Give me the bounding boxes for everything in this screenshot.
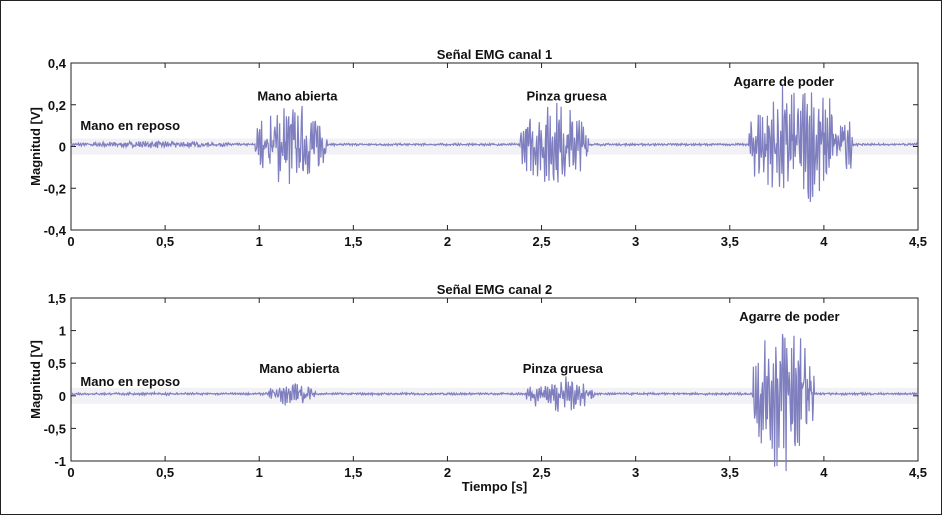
chart-1: 0 0,5 1 1,5 2 2,5 3 3,5 4 4,5 -0,4 -0,2 0 0,2 0,4 Señal… [28, 47, 927, 249]
x-tick-label: 1 [256, 234, 263, 249]
annotation-label: Agarre de poder [739, 309, 839, 324]
x-tick-label: 4 [820, 465, 828, 480]
x-tick-label: 2,5 [533, 234, 551, 249]
x-tick-label: 4 [820, 234, 828, 249]
y-tick-label: -1 [54, 454, 66, 469]
y-tick-label: 0,5 [48, 356, 66, 371]
y-tick-label: 1,5 [48, 291, 66, 306]
x-tick-label: 0,5 [156, 465, 174, 480]
x-tick-label: 0,5 [156, 234, 174, 249]
signal-line [70, 85, 919, 203]
chart-2: 0 0,5 1 1,5 2 2,5 3 3,5 4 4,5 -1 -0,5 0 0,5 1 1,5 Señal … [28, 282, 927, 494]
annotation-label: Pinza gruesa [526, 89, 607, 104]
x-tick-label: 3 [632, 234, 639, 249]
x-tick-label: 0 [67, 234, 74, 249]
x-tick-label: 2 [444, 234, 451, 249]
x-tick-label: 3,5 [721, 234, 739, 249]
signal-line [70, 334, 919, 472]
x-tick-label: 4,5 [909, 465, 927, 480]
chart-title: Señal EMG canal 1 [437, 47, 553, 62]
annotation-label: Mano en reposo [80, 118, 180, 133]
x-tick-label: 1,5 [344, 465, 362, 480]
x-tick-label: 2,5 [533, 465, 551, 480]
chart-title: Señal EMG canal 2 [437, 282, 553, 297]
x-tick-label: 0 [67, 465, 74, 480]
annotation-label: Agarre de poder [734, 74, 834, 89]
x-tick-label: 3 [632, 465, 639, 480]
annotation-label: Mano en reposo [80, 374, 180, 389]
x-tick-label: 2 [444, 465, 451, 480]
y-axis-label: Magnitud [V] [28, 107, 43, 186]
x-tick-label: 4,5 [909, 234, 927, 249]
y-tick-label: 0 [59, 389, 66, 404]
y-tick-label: -0,4 [44, 223, 67, 238]
plot-area [70, 297, 919, 462]
x-tick-label: 1,5 [344, 234, 362, 249]
y-tick-label: -0,5 [44, 421, 66, 436]
y-tick-label: 0,4 [48, 56, 67, 71]
annotation-label: Mano abierta [257, 89, 338, 104]
y-tick-label: 0 [59, 140, 66, 155]
x-axis-label: Tiempo [s] [462, 479, 528, 494]
x-tick-label: 3,5 [721, 465, 739, 480]
y-tick-label: 0,2 [48, 98, 66, 113]
y-tick-label: 1 [59, 324, 66, 339]
x-tick-label: 1 [256, 465, 263, 480]
annotation-label: Mano abierta [259, 361, 340, 376]
y-axis-label: Magnitud [V] [28, 340, 43, 419]
y-tick-label: -0,2 [44, 181, 66, 196]
annotation-label: Pinza gruesa [523, 361, 604, 376]
